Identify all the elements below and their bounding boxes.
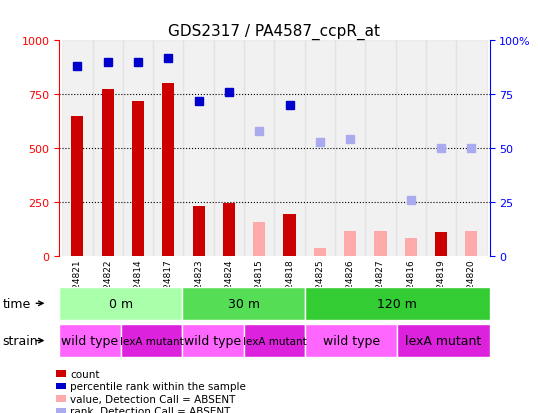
Bar <box>93 41 123 256</box>
Text: 0 m: 0 m <box>109 297 133 310</box>
Bar <box>214 41 244 256</box>
Text: wild type: wild type <box>185 334 242 347</box>
Title: GDS2317 / PA4587_ccpR_at: GDS2317 / PA4587_ccpR_at <box>168 24 380 40</box>
Bar <box>274 41 305 256</box>
Text: rank, Detection Call = ABSENT: rank, Detection Call = ABSENT <box>70 406 230 413</box>
Bar <box>153 41 183 256</box>
Bar <box>435 233 447 256</box>
Text: 30 m: 30 m <box>228 297 260 310</box>
Text: lexA mutant: lexA mutant <box>243 336 306 346</box>
Bar <box>102 90 114 256</box>
Bar <box>305 41 335 256</box>
Bar <box>244 41 274 256</box>
Bar <box>193 206 204 256</box>
Text: wild type: wild type <box>61 334 118 347</box>
Bar <box>395 41 426 256</box>
Bar <box>374 231 386 256</box>
Bar <box>405 239 417 256</box>
Bar <box>223 204 235 256</box>
Text: time: time <box>3 297 31 310</box>
Bar <box>344 231 356 256</box>
Text: lexA mutant: lexA mutant <box>405 334 482 347</box>
Bar <box>123 41 153 256</box>
Bar <box>314 249 326 256</box>
Text: wild type: wild type <box>323 334 380 347</box>
Text: strain: strain <box>3 334 38 347</box>
Text: 120 m: 120 m <box>378 297 417 310</box>
Text: lexA mutant: lexA mutant <box>119 336 183 346</box>
Bar <box>426 41 456 256</box>
Bar <box>253 223 265 256</box>
Bar <box>132 102 144 256</box>
Bar <box>72 116 83 256</box>
Bar <box>284 214 295 256</box>
Bar <box>465 231 477 256</box>
Bar <box>365 41 395 256</box>
Text: count: count <box>70 369 100 379</box>
Bar <box>162 84 174 256</box>
Bar <box>335 41 365 256</box>
Text: value, Detection Call = ABSENT: value, Detection Call = ABSENT <box>70 394 235 404</box>
Bar <box>456 41 486 256</box>
Text: percentile rank within the sample: percentile rank within the sample <box>70 381 246 391</box>
Bar <box>183 41 214 256</box>
Bar <box>62 41 93 256</box>
